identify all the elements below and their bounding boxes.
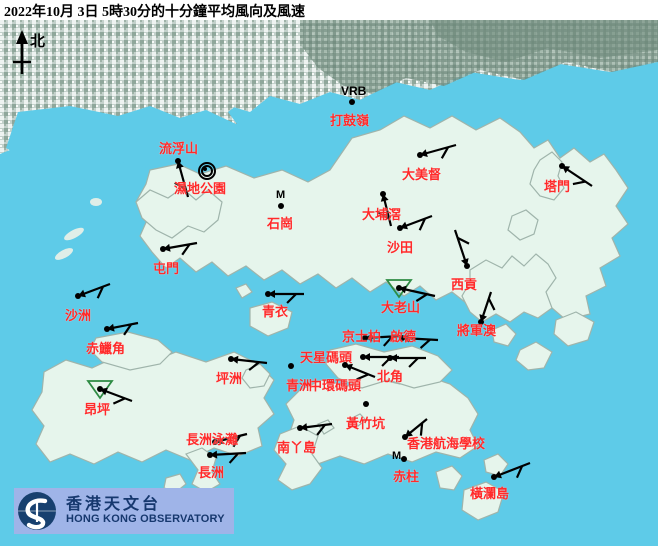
- station-dot: [380, 191, 386, 197]
- north-arrow-icon: [13, 30, 31, 74]
- station-label: 將軍澳: [457, 323, 497, 338]
- station-label: 大老山: [381, 300, 421, 315]
- station-dot: [360, 354, 366, 360]
- north-arrow: 北: [8, 28, 54, 78]
- title-bar: 2022年10月 3日 5時30分的十分鐘平均風向及風速: [0, 0, 658, 20]
- station-label: 中環碼頭: [309, 378, 362, 393]
- station-label: 塔門: [544, 179, 571, 194]
- station-dot: [417, 152, 423, 158]
- station-label: 香港航海學校: [407, 436, 486, 451]
- station-label: 啟德: [390, 329, 417, 344]
- page-title: 2022年10月 3日 5時30分的十分鐘平均風向及風速: [4, 5, 305, 20]
- variable-wind-tag: VRB: [341, 84, 367, 98]
- station-label: 流浮山: [159, 141, 199, 156]
- station-label: 屯門: [153, 261, 180, 276]
- station-label: 北角: [377, 369, 404, 384]
- north-label: 北: [30, 34, 46, 50]
- station-dot: [363, 401, 369, 407]
- station-label: 濕地公園: [174, 181, 227, 196]
- station-label: 赤鱲角: [86, 341, 126, 356]
- station-label: 昂坪: [84, 402, 111, 417]
- station-label: 大埔滘: [362, 207, 402, 222]
- station-label: 橫瀾島: [470, 486, 510, 501]
- calm-marker-icon: [198, 162, 216, 180]
- hk-coastline-layer: [31, 115, 629, 521]
- station-dot: [207, 452, 213, 458]
- station-dot: [175, 158, 181, 164]
- station-label: 黃竹坑: [346, 416, 386, 431]
- hko-logo-chinese: 香港天文台: [66, 495, 162, 513]
- station-dot: [342, 362, 348, 368]
- hong-kong-wind-map: 北 打鼓嶺 VRB 流浮山濕地公園石崗 M 大美督塔門大埔滘沙田西貢大老山 屯門沙洲赤鱲角…: [0, 20, 658, 546]
- station-dot: [401, 456, 407, 462]
- station-label: 青衣: [262, 304, 289, 319]
- station-dot: [278, 203, 284, 209]
- station-dot: [387, 355, 393, 361]
- station-label: 石崗: [267, 216, 294, 231]
- station-dot: [160, 246, 166, 252]
- station-label: 長洲: [198, 465, 225, 480]
- station-dot: [203, 167, 207, 171]
- station-label: 青洲: [286, 378, 313, 393]
- station-dot: [288, 363, 294, 369]
- station-label: 沙田: [387, 240, 414, 255]
- station-label: 京士柏: [342, 329, 382, 344]
- station-label: 大美督: [402, 167, 442, 182]
- station-dot: [396, 285, 402, 291]
- mainland-satellite-layer: [0, 20, 658, 260]
- hko-logo-icon: [14, 488, 60, 534]
- station-dot: [397, 225, 403, 231]
- hko-logo: 香港天文台 HONG KONG OBSERVATORY: [14, 488, 234, 534]
- marine-station-tag: M: [276, 189, 286, 201]
- station-label: 赤柱: [393, 469, 420, 484]
- station-dot: [297, 425, 303, 431]
- station-dot: [97, 386, 103, 392]
- station-dot: [559, 163, 565, 169]
- station-label: 沙洲: [65, 308, 92, 323]
- station-label: 打鼓嶺: [330, 113, 370, 128]
- station-label: 天星碼頭: [300, 350, 353, 365]
- station-dot: [464, 263, 470, 269]
- station-dot: [228, 356, 234, 362]
- station-label: 西貢: [451, 277, 478, 292]
- calm-marker-inner-icon: [201, 165, 213, 177]
- station-dot: [75, 293, 81, 299]
- station-dot: [349, 99, 355, 105]
- station-label: 長洲泳灘: [186, 432, 239, 447]
- hko-logo-english: HONG KONG OBSERVATORY: [66, 512, 225, 525]
- station-dot: [265, 291, 271, 297]
- station-dot: [491, 474, 497, 480]
- station-label: 坪洲: [216, 371, 243, 386]
- station-label: 南丫島: [277, 440, 317, 455]
- marine-station-tag: M: [392, 450, 402, 462]
- station-dot: [104, 326, 110, 332]
